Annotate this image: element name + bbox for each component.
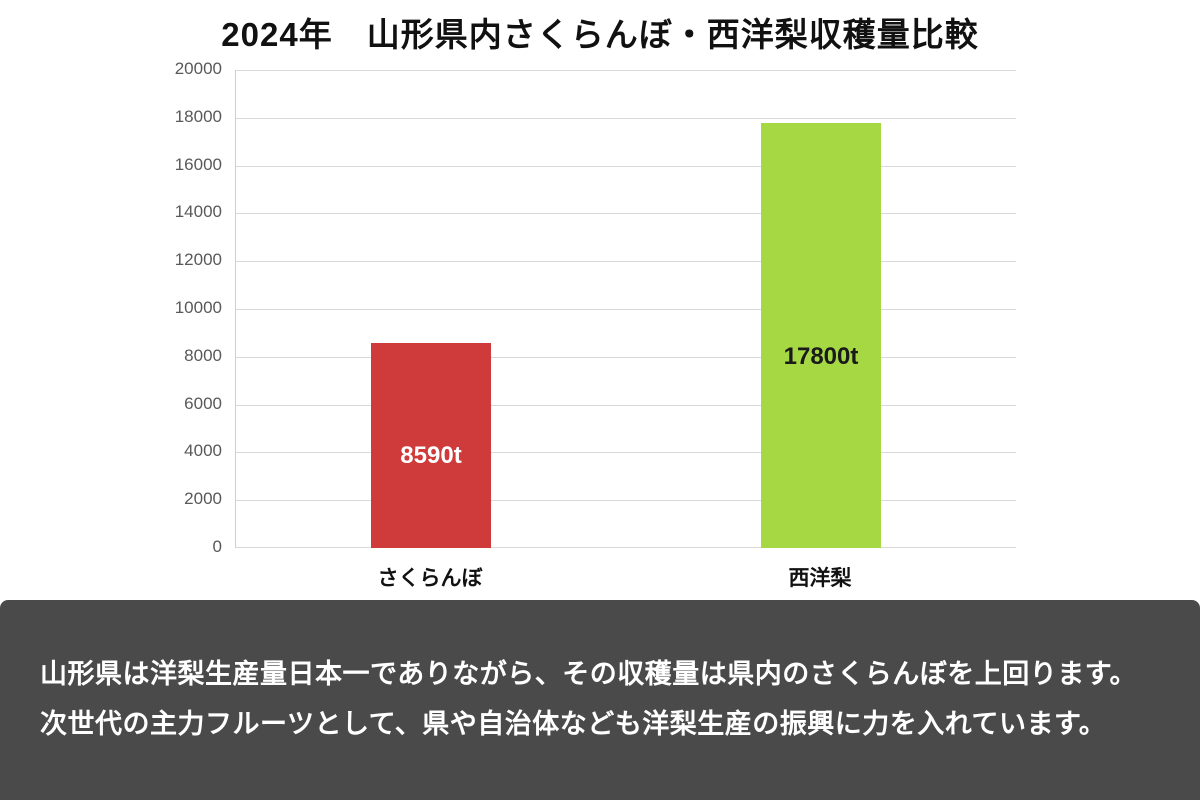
gridline: [236, 356, 1016, 358]
bar-さくらんぼ: 8590t: [371, 342, 491, 548]
footer-banner: 山形県は洋梨生産量日本一でありながら、その収穫量は県内のさくらんぼを上回ります。…: [0, 600, 1200, 800]
bars-layer: 8590t 17800t: [236, 70, 1016, 548]
gridline: [236, 117, 1016, 119]
y-tick-label: 16000: [174, 154, 222, 174]
bar-value-label: 8590t: [400, 441, 462, 469]
gridlines: [236, 70, 1016, 548]
chart-title: 2024年 山形県内さくらんぼ・西洋梨収穫量比較: [221, 16, 979, 53]
gridline: [236, 261, 1016, 263]
plot-area: 8590t 17800t: [235, 70, 1016, 548]
y-tick-label: 18000: [174, 106, 222, 126]
y-tick-label: 20000: [174, 59, 222, 78]
gridline: [236, 547, 1016, 548]
gridline: [236, 70, 1016, 71]
bar-value-label: 17800t: [783, 342, 859, 370]
y-tick-label: 10000: [174, 298, 222, 317]
y-tick-label: 4000: [184, 441, 222, 461]
footer-line-1: 山形県は洋梨生産量日本一でありながら、その収穫量は県内のさくらんぼを上回ります。: [40, 659, 1138, 690]
gridline: [236, 213, 1016, 215]
gridline: [236, 404, 1016, 406]
x-category-label: 西洋梨: [788, 567, 852, 590]
gridline: [236, 500, 1016, 502]
y-tick-label: 2000: [184, 489, 222, 509]
y-tick-label: 8000: [184, 345, 222, 365]
y-tick-label: 12000: [174, 250, 222, 270]
footer-line-2: 次世代の主力フルーツとして、県や自治体なども洋梨生産の振興に力を入れています。: [40, 709, 1107, 739]
gridline: [236, 309, 1016, 310]
bar-西洋梨: 17800t: [761, 122, 881, 548]
y-tick-label: 6000: [184, 393, 222, 413]
y-tick-label: 0: [212, 537, 222, 556]
gridline: [236, 165, 1016, 167]
y-tick-label: 14000: [174, 202, 222, 222]
gridline: [236, 452, 1016, 454]
x-category-label: さくらんぼ: [377, 567, 483, 590]
